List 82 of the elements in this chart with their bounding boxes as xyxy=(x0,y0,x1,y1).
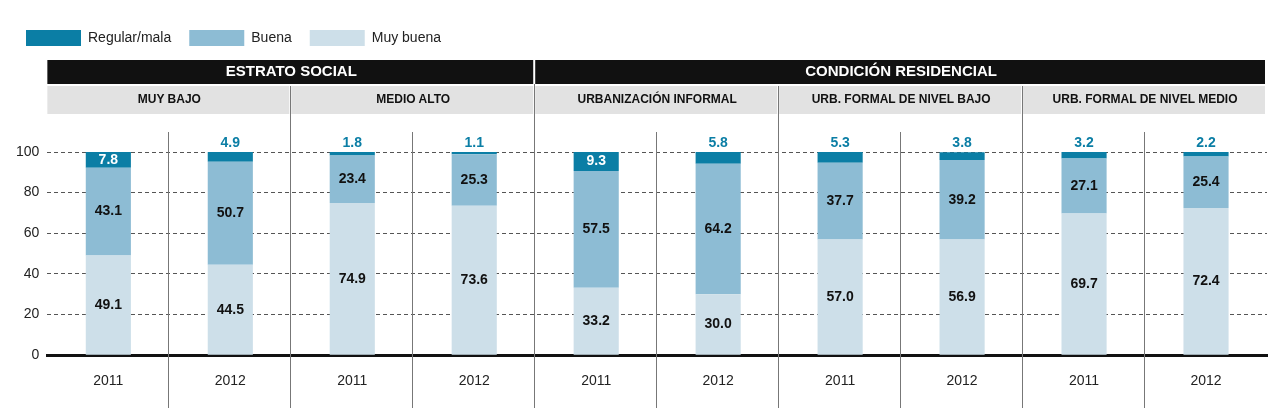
data-label: 3.2 xyxy=(1074,133,1094,150)
bar xyxy=(329,155,375,203)
text: URB. FORMAL DE NIVEL BAJO xyxy=(811,92,991,107)
data-label: 44.5 xyxy=(216,300,245,317)
y-tick-label: 40 xyxy=(23,264,40,281)
x-tick-label: 2012 xyxy=(702,372,734,389)
bar xyxy=(573,170,619,288)
x-tick-label: 2011 xyxy=(337,372,368,389)
data-label: 49.1 xyxy=(94,295,123,312)
y-tick-label: 60 xyxy=(23,224,40,241)
text: URBANIZACIÓN INFORMAL xyxy=(577,91,737,107)
y-tick-label: 100 xyxy=(16,142,40,159)
data-label: 64.2 xyxy=(704,219,732,236)
bar xyxy=(695,152,741,164)
legend-label: Regular/mala xyxy=(88,28,172,45)
bar xyxy=(1183,208,1229,355)
data-label: 1.8 xyxy=(342,133,363,150)
x-tick-label: 2012 xyxy=(214,372,247,389)
data-label: 5.8 xyxy=(708,133,729,150)
bar xyxy=(207,264,253,355)
bar xyxy=(451,154,497,206)
data-label: 72.4 xyxy=(1192,272,1220,289)
bar xyxy=(695,294,741,355)
data-label: 50.7 xyxy=(216,204,245,221)
data-label: 4.9 xyxy=(220,133,241,150)
bar xyxy=(695,163,741,295)
text: ESTRATO SOCIAL xyxy=(225,62,357,80)
bar xyxy=(939,239,985,355)
data-label: 74.9 xyxy=(338,269,367,286)
data-label: 69.7 xyxy=(1070,274,1098,291)
data-label: 2.2 xyxy=(1196,133,1216,150)
bar xyxy=(573,287,619,355)
text: MEDIO ALTO xyxy=(376,92,451,107)
data-label: 56.9 xyxy=(948,288,976,304)
data-label: 57.0 xyxy=(826,287,854,304)
bar xyxy=(817,162,863,240)
bar xyxy=(207,152,253,162)
bar xyxy=(939,152,985,160)
data-label: 1.1 xyxy=(464,133,485,150)
text: URB. FORMAL DE NIVEL MEDIO xyxy=(1052,92,1238,107)
bar xyxy=(817,239,863,355)
bar xyxy=(1061,158,1107,214)
data-label: 27.1 xyxy=(1070,176,1098,193)
x-tick-label: 2011 xyxy=(1069,372,1100,389)
data-label: 7.8 xyxy=(98,150,119,167)
data-label: 33.2 xyxy=(582,312,611,329)
y-tick-label: 20 xyxy=(23,305,40,322)
bar xyxy=(85,167,131,256)
data-label: 37.7 xyxy=(826,191,854,208)
bar xyxy=(1061,213,1107,355)
x-tick-label: 2012 xyxy=(1190,372,1222,389)
x-tick-label: 2011 xyxy=(581,372,612,389)
data-label: 39.2 xyxy=(948,190,976,207)
data-label: 25.3 xyxy=(460,170,489,187)
text: CONDICIÓN RESIDENCIAL xyxy=(805,62,997,80)
x-tick-label: 2012 xyxy=(458,372,491,389)
data-label: 30.0 xyxy=(704,315,732,332)
bar xyxy=(1183,152,1229,157)
y-tick-label: 80 xyxy=(23,183,40,200)
bar xyxy=(1061,152,1107,159)
legend-label: Buena xyxy=(251,28,292,45)
data-label: 25.4 xyxy=(1192,173,1220,190)
data-label: 3.8 xyxy=(952,134,973,151)
x-tick-label: 2011 xyxy=(825,372,856,389)
bar xyxy=(207,161,253,265)
bar xyxy=(85,255,131,355)
data-label: 9.3 xyxy=(586,152,607,169)
x-tick-label: 2011 xyxy=(93,372,124,389)
bar xyxy=(329,203,375,355)
x-tick-label: 2012 xyxy=(946,372,978,389)
text: MUY BAJO xyxy=(137,92,201,107)
bar xyxy=(1183,156,1229,209)
data-label: 23.4 xyxy=(338,170,367,187)
bar xyxy=(817,152,863,163)
data-label: 73.6 xyxy=(460,271,489,288)
data-label: 5.3 xyxy=(830,133,851,150)
bar xyxy=(939,159,985,240)
data-label: 57.5 xyxy=(582,220,611,237)
data-label: 43.1 xyxy=(94,202,123,219)
y-tick-label: 0 xyxy=(31,346,40,363)
bar xyxy=(451,205,497,355)
legend-label: Muy buena xyxy=(371,28,442,45)
